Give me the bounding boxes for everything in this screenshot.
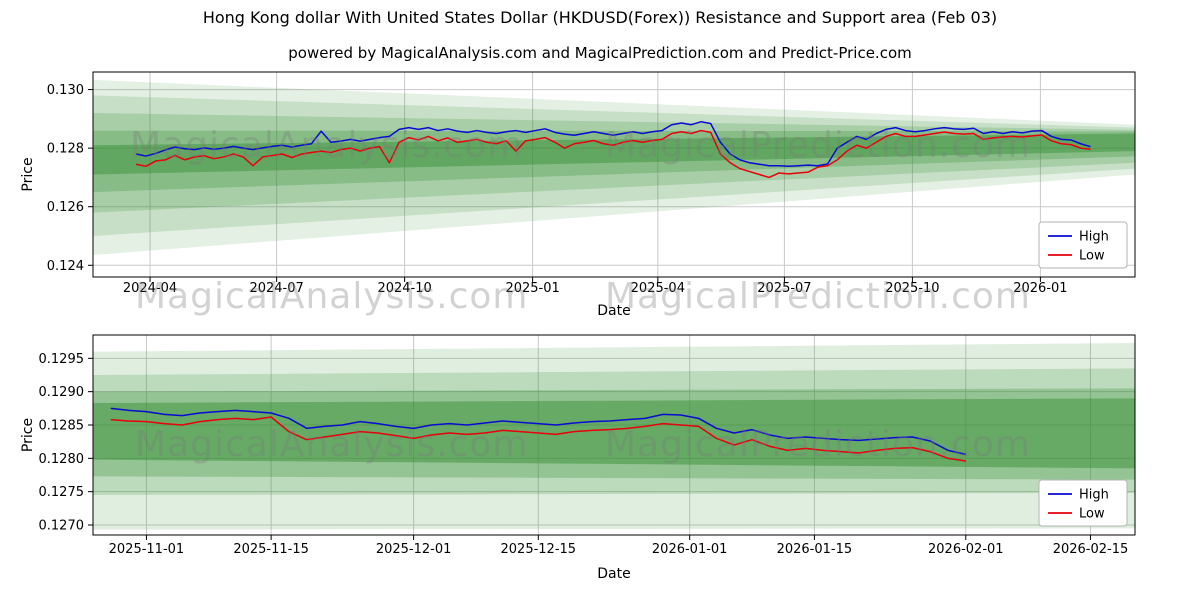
y-axis-label: Price	[20, 418, 36, 452]
y-tick-label: 0.124	[47, 259, 84, 274]
legend-1: High Low	[1038, 479, 1128, 527]
y-tick-label: 0.130	[47, 83, 84, 98]
x-tick-label: 2025-11-01	[109, 542, 185, 557]
x-tick-label: 2026-02-01	[928, 542, 1004, 557]
x-tick-label: 2025-01	[505, 281, 559, 296]
y-tick-label: 0.128	[47, 142, 84, 157]
y-axis-label: Price	[20, 157, 36, 191]
band	[93, 113, 1135, 213]
band	[93, 388, 1135, 480]
legend-label-low: Low	[1079, 249, 1105, 264]
x-tick-label: 2025-12-15	[501, 542, 577, 557]
support-resistance-bands-0	[93, 79, 1135, 256]
band	[93, 368, 1135, 495]
y-tick-label: 0.1290	[39, 385, 85, 400]
legend-box	[1038, 479, 1128, 527]
legend-box	[1038, 221, 1128, 269]
legend-label-low: Low	[1079, 507, 1105, 522]
series-low-line-1	[110, 416, 966, 462]
x-tick-label: 2024-10	[377, 281, 431, 296]
series-low-line-0	[135, 129, 1091, 179]
y-tick-label: 0.126	[47, 200, 84, 215]
band	[93, 398, 1135, 469]
y-tick-label: 0.1295	[39, 352, 85, 367]
band	[93, 79, 1135, 256]
y-tick-label: 0.1280	[39, 452, 85, 467]
figure-subtitle: powered by MagicalAnalysis.com and Magic…	[288, 44, 912, 62]
axes-0: 2024-04 2024-07 2024-10 2025-01 2025-04 2025-…	[20, 83, 1068, 319]
plot-border-1	[92, 334, 1136, 536]
band	[93, 130, 1135, 193]
x-tick-label: 2024-04	[123, 281, 177, 296]
figure-title: Hong Kong dollar With United States Doll…	[202, 8, 998, 27]
plot-border-0	[92, 71, 1136, 278]
band	[93, 343, 1135, 530]
x-tick-label: 2025-07	[757, 281, 811, 296]
x-tick-label: 2025-04	[631, 281, 685, 296]
y-tick-label: 0.1270	[39, 519, 85, 534]
support-resistance-bands-1	[93, 343, 1135, 530]
x-tick-label: 2026-01-01	[652, 542, 728, 557]
legend-label-high: High	[1079, 488, 1109, 503]
x-tick-label: 2025-10	[885, 281, 939, 296]
x-tick-label: 2024-07	[249, 281, 303, 296]
x-axis-label: Date	[597, 566, 630, 582]
x-tick-label: 2026-01-15	[777, 542, 853, 557]
chart-svg-1: 2025-11-01 2025-11-15 2025-12-01 2025-12-15…	[20, 334, 1136, 582]
grid-1	[93, 335, 1135, 535]
x-tick-label: 2026-02-15	[1053, 542, 1129, 557]
y-tick-label: 0.1285	[39, 419, 85, 434]
axes-1: 2025-11-01 2025-11-15 2025-12-01 2025-12-15…	[20, 352, 1128, 582]
legend-label-high: High	[1079, 230, 1109, 245]
legend-0: High Low	[1038, 221, 1128, 269]
y-tick-label: 0.1275	[39, 485, 85, 500]
x-tick-label: 2025-11-15	[233, 542, 309, 557]
series-high-line-1	[110, 407, 966, 456]
chart-svg-0: 2024-04 2024-07 2024-10 2025-01 2025-04 2025-…	[20, 71, 1136, 319]
band	[93, 95, 1135, 236]
x-tick-label: 2026-01	[1013, 281, 1067, 296]
x-tick-label: 2025-12-01	[376, 542, 452, 557]
x-axis-label: Date	[597, 303, 630, 319]
series-high-line-0	[135, 121, 1091, 168]
